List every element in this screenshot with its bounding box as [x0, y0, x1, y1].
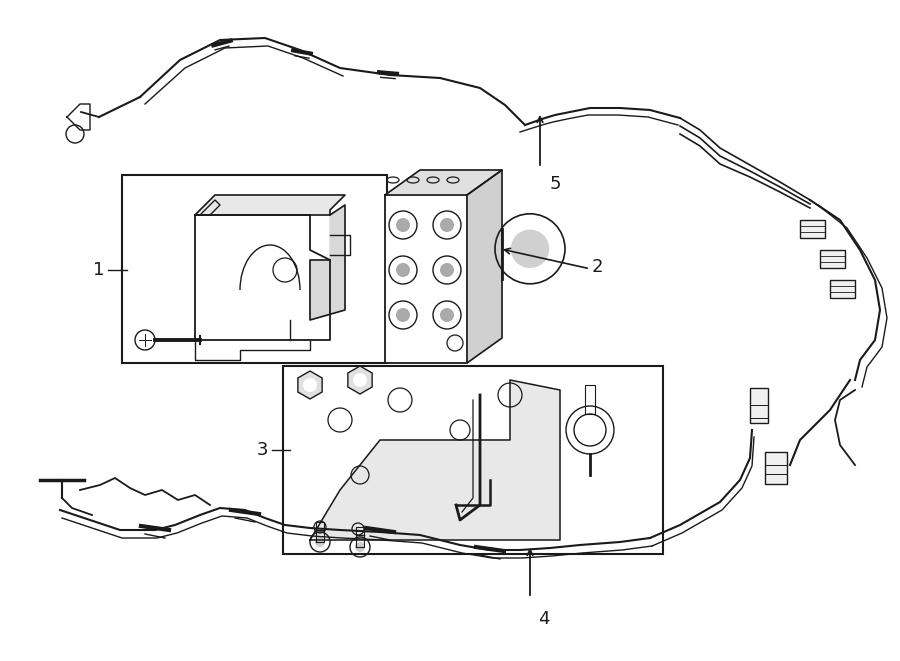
Circle shape — [303, 378, 317, 392]
Bar — [830, 280, 855, 298]
Polygon shape — [195, 195, 345, 215]
Text: 5: 5 — [550, 175, 562, 193]
Bar — [765, 452, 787, 484]
Circle shape — [396, 308, 410, 322]
Polygon shape — [67, 104, 90, 130]
Circle shape — [440, 263, 454, 277]
Bar — [122, 175, 387, 363]
Bar — [750, 388, 768, 423]
Text: 1: 1 — [93, 261, 104, 279]
Polygon shape — [310, 380, 560, 540]
Polygon shape — [467, 170, 502, 363]
Polygon shape — [310, 205, 345, 320]
Circle shape — [440, 308, 454, 322]
Polygon shape — [195, 215, 330, 340]
Text: 3: 3 — [256, 441, 268, 459]
Circle shape — [511, 229, 549, 268]
Polygon shape — [298, 371, 322, 399]
Circle shape — [440, 218, 454, 232]
Bar — [283, 366, 663, 554]
Circle shape — [396, 218, 410, 232]
Text: 4: 4 — [538, 610, 550, 628]
Circle shape — [353, 373, 367, 387]
Polygon shape — [348, 366, 372, 394]
Bar — [385, 195, 467, 363]
Circle shape — [355, 542, 365, 552]
Polygon shape — [385, 170, 502, 195]
Bar — [800, 220, 825, 238]
Circle shape — [315, 537, 325, 547]
Bar — [820, 250, 845, 268]
Circle shape — [396, 263, 410, 277]
Text: 2: 2 — [592, 258, 604, 276]
